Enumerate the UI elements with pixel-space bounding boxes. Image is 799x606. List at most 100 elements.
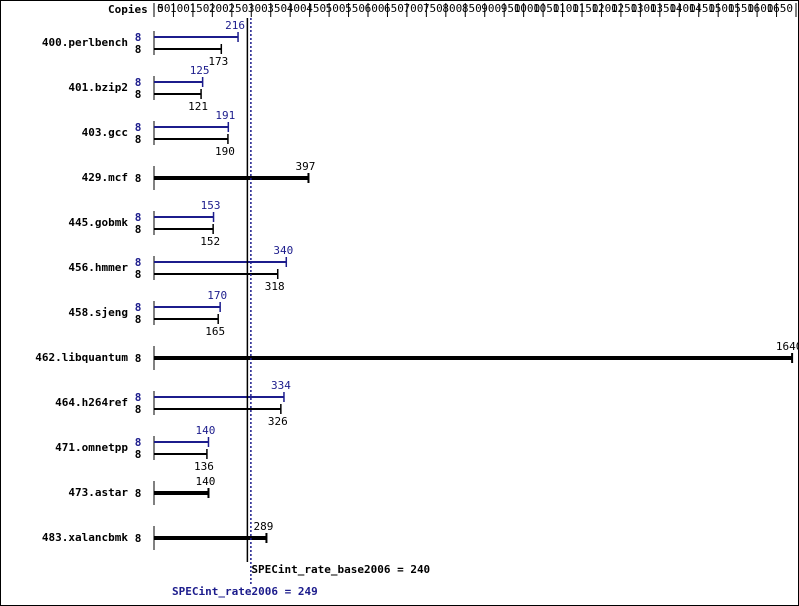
category-label: 473.astar	[68, 486, 128, 499]
value-label: 289	[254, 520, 274, 533]
value-label: 216	[225, 19, 245, 32]
value-label: 125	[190, 64, 210, 77]
x-tick-label: 950	[501, 2, 521, 15]
x-tick-label: 1650	[767, 2, 794, 15]
copies-label: 8	[135, 448, 142, 461]
bar	[154, 356, 793, 360]
copies-label: 8	[135, 133, 142, 146]
copies-label: 8	[135, 223, 142, 236]
bar	[154, 453, 207, 455]
bar	[154, 408, 281, 410]
bar	[154, 81, 203, 83]
reference-label: SPECint_rate2006 = 249	[172, 585, 318, 598]
x-tick-label: 1500	[708, 2, 735, 15]
x-tick-label: 1100	[553, 2, 580, 15]
bar	[154, 273, 278, 275]
x-tick-label: 1000	[514, 2, 541, 15]
category-label: 445.gobmk	[68, 216, 128, 229]
copies-label: 8	[135, 436, 142, 449]
bar	[154, 396, 284, 398]
x-tick-label: 900	[481, 2, 501, 15]
bar	[154, 306, 221, 308]
x-tick-label: 1200	[591, 2, 618, 15]
x-tick-label: 150	[189, 2, 209, 15]
copies-label: 8	[135, 31, 142, 44]
value-label: 136	[194, 460, 214, 473]
category-label: 483.xalancbmk	[42, 531, 128, 544]
x-tick-label: 1250	[611, 2, 638, 15]
category-label: 456.hmmer	[68, 261, 128, 274]
value-label: 173	[208, 55, 228, 68]
bar	[154, 491, 209, 495]
bar	[154, 176, 309, 180]
bar	[154, 261, 287, 263]
x-tick-label: 200	[209, 2, 229, 15]
value-label: 318	[265, 280, 285, 293]
value-label: 165	[205, 325, 225, 338]
copies-label: 8	[135, 532, 142, 545]
copies-label: 8	[135, 403, 142, 416]
category-label: 462.libquantum	[35, 351, 128, 364]
reference-label: SPECint_rate_base2006 = 240	[251, 563, 430, 576]
copies-label: 8	[135, 172, 142, 185]
category-label: 464.h264ref	[55, 396, 128, 409]
copies-label: 8	[135, 256, 142, 269]
copies-label: 8	[135, 391, 142, 404]
value-label: 153	[201, 199, 221, 212]
category-label: 400.perlbench	[42, 36, 128, 49]
value-label: 191	[215, 109, 235, 122]
x-tick-label: 800	[442, 2, 462, 15]
x-tick-label: 1150	[572, 2, 599, 15]
x-tick-label: 850	[462, 2, 482, 15]
x-tick-label: 600	[365, 2, 385, 15]
copies-label: 8	[135, 76, 142, 89]
copies-label: 8	[135, 487, 142, 500]
bar	[154, 36, 239, 38]
x-tick-label: 750	[423, 2, 443, 15]
x-tick-label: 450	[306, 2, 326, 15]
bar	[154, 138, 228, 140]
copies-label: 8	[135, 88, 142, 101]
x-tick-label: 1300	[630, 2, 657, 15]
value-label: 140	[196, 424, 216, 437]
value-label: 1640	[776, 340, 799, 353]
bar	[154, 48, 222, 50]
x-tick-label: 1050	[533, 2, 560, 15]
value-label: 121	[188, 100, 208, 113]
axis-header: Copies	[108, 3, 148, 16]
copies-label: 8	[135, 313, 142, 326]
copies-label: 8	[135, 121, 142, 134]
value-label: 334	[271, 379, 291, 392]
bar	[154, 441, 209, 443]
bar	[154, 228, 214, 230]
x-tick-label: 50	[157, 2, 170, 15]
x-tick-label: 650	[384, 2, 404, 15]
x-tick-label: 1400	[669, 2, 696, 15]
value-label: 140	[196, 475, 216, 488]
x-tick-label: 300	[248, 2, 268, 15]
category-label: 471.omnetpp	[55, 441, 128, 454]
x-tick-label: 1550	[728, 2, 755, 15]
value-label: 170	[207, 289, 227, 302]
bar	[154, 536, 267, 540]
category-label: 403.gcc	[82, 126, 128, 139]
x-tick-label: 100	[170, 2, 190, 15]
x-tick-label: 700	[403, 2, 423, 15]
x-tick-label: 500	[326, 2, 346, 15]
x-tick-label: 0	[157, 2, 164, 15]
bar	[154, 318, 219, 320]
x-tick-label: 250	[228, 2, 248, 15]
value-label: 326	[268, 415, 288, 428]
value-label: 152	[200, 235, 220, 248]
x-tick-label: 350	[267, 2, 287, 15]
bar	[154, 126, 229, 128]
copies-label: 8	[135, 211, 142, 224]
copies-label: 8	[135, 301, 142, 314]
category-label: 401.bzip2	[68, 81, 128, 94]
value-label: 340	[273, 244, 293, 257]
x-tick-label: 550	[345, 2, 365, 15]
bar	[154, 93, 202, 95]
bar	[154, 216, 214, 218]
